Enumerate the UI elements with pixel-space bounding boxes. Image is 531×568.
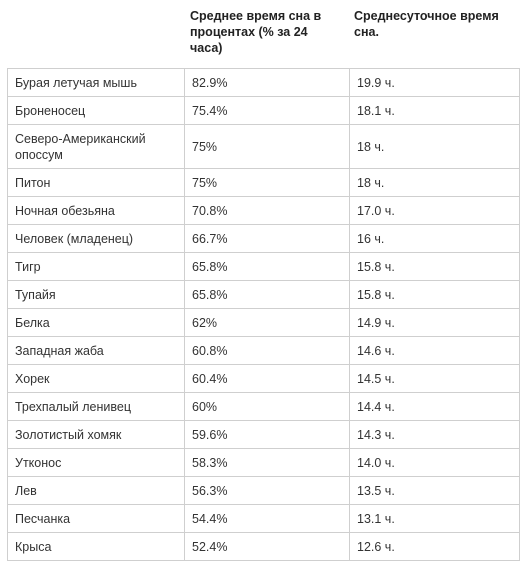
hours-cell: 13.5 ч. (349, 476, 520, 505)
table-row: Питон 75% 18 ч. (7, 168, 520, 197)
table-row: Трехпалый ленивец 60% 14.4 ч. (7, 392, 520, 421)
animal-cell: Хорек (7, 364, 185, 393)
table-row: Песчанка 54.4% 13.1 ч. (7, 504, 520, 533)
animal-cell: Золотистый хомяк (7, 420, 185, 449)
table-row: Белка 62% 14.9 ч. (7, 308, 520, 337)
hours-cell: 18 ч. (349, 124, 520, 169)
animal-cell: Человек (младенец) (7, 224, 185, 253)
hours-cell: 18.1 ч. (349, 96, 520, 125)
hours-cell: 14.3 ч. (349, 420, 520, 449)
hours-cell: 14.9 ч. (349, 308, 520, 337)
percent-cell: 65.8% (184, 280, 350, 309)
hours-cell: 18 ч. (349, 168, 520, 197)
table-row: Северо-Американский опоссум 75% 18 ч. (7, 124, 520, 169)
table-row: Хорек 60.4% 14.5 ч. (7, 364, 520, 393)
header-hours: Среднесуточное время сна. (354, 9, 499, 39)
table-row: Западная жаба 60.8% 14.6 ч. (7, 336, 520, 365)
percent-cell: 56.3% (184, 476, 350, 505)
percent-cell: 60.8% (184, 336, 350, 365)
percent-cell: 66.7% (184, 224, 350, 253)
percent-cell: 65.8% (184, 252, 350, 281)
table-row: Утконос 58.3% 14.0 ч. (7, 448, 520, 477)
hours-cell: 14.5 ч. (349, 364, 520, 393)
percent-cell: 58.3% (184, 448, 350, 477)
hours-cell: 15.8 ч. (349, 280, 520, 309)
table-row: Человек (младенец) 66.7% 16 ч. (7, 224, 520, 253)
table-row: Бурая летучая мышь 82.9% 19.9 ч. (7, 68, 520, 97)
hours-cell: 14.4 ч. (349, 392, 520, 421)
percent-cell: 75% (184, 124, 350, 169)
table-row: Крыса 52.4% 12.6 ч. (7, 532, 520, 561)
hours-cell: 19.9 ч. (349, 68, 520, 97)
percent-cell: 75% (184, 168, 350, 197)
hours-cell: 15.8 ч. (349, 252, 520, 281)
animal-cell: Тигр (7, 252, 185, 281)
animal-cell: Трехпалый ленивец (7, 392, 185, 421)
hours-cell: 14.6 ч. (349, 336, 520, 365)
percent-cell: 59.6% (184, 420, 350, 449)
animal-cell: Ночная обезьяна (7, 196, 185, 225)
header-percent: Среднее время сна в процентах (% за 24 ч… (190, 9, 322, 55)
table-row: Золотистый хомяк 59.6% 14.3 ч. (7, 420, 520, 449)
animal-cell: Броненосец (7, 96, 185, 125)
table-row: Ночная обезьяна 70.8% 17.0 ч. (7, 196, 520, 225)
percent-cell: 62% (184, 308, 350, 337)
percent-cell: 52.4% (184, 532, 350, 561)
table-row: Тигр 65.8% 15.8 ч. (7, 252, 520, 281)
sleep-table-body: Бурая летучая мышь 82.9% 19.9 ч. Броненосец… (7, 68, 520, 561)
animal-cell: Тупайя (7, 280, 185, 309)
animal-cell: Белка (7, 308, 185, 337)
animal-cell: Лев (7, 476, 185, 505)
animal-cell: Утконос (7, 448, 185, 477)
animal-cell: Крыса (7, 532, 185, 561)
percent-cell: 60% (184, 392, 350, 421)
sleep-table: Бурая летучая мышь 82.9% 19.9 ч. Броненосец… (7, 68, 520, 561)
percent-cell: 75.4% (184, 96, 350, 125)
table-row: Лев 56.3% 13.5 ч. (7, 476, 520, 505)
animal-cell: Питон (7, 168, 185, 197)
animal-cell: Западная жаба (7, 336, 185, 365)
hours-cell: 17.0 ч. (349, 196, 520, 225)
table-header: Среднее время сна в процентах (% за 24 ч… (0, 0, 531, 68)
animal-cell: Северо-Американский опоссум (7, 124, 185, 169)
hours-cell: 13.1 ч. (349, 504, 520, 533)
animal-cell: Песчанка (7, 504, 185, 533)
percent-cell: 54.4% (184, 504, 350, 533)
table-row: Тупайя 65.8% 15.8 ч. (7, 280, 520, 309)
hours-cell: 14.0 ч. (349, 448, 520, 477)
table-row: Броненосец 75.4% 18.1 ч. (7, 96, 520, 125)
percent-cell: 70.8% (184, 196, 350, 225)
hours-cell: 16 ч. (349, 224, 520, 253)
percent-cell: 60.4% (184, 364, 350, 393)
animal-cell: Бурая летучая мышь (7, 68, 185, 97)
hours-cell: 12.6 ч. (349, 532, 520, 561)
percent-cell: 82.9% (184, 68, 350, 97)
